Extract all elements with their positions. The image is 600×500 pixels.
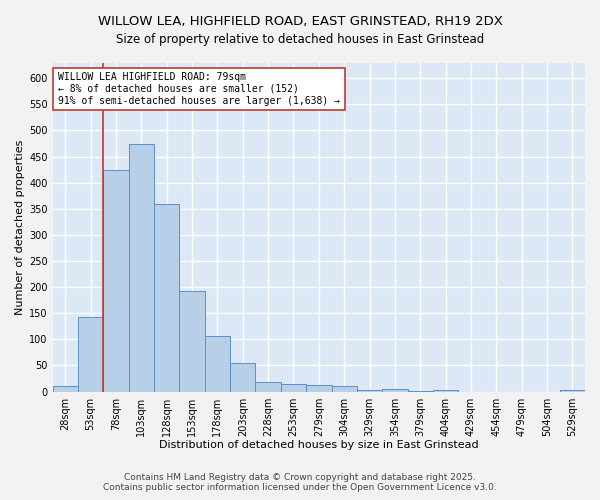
Bar [332, 386, 357, 392]
Text: WILLOW LEA, HIGHFIELD ROAD, EAST GRINSTEAD, RH19 2DX: WILLOW LEA, HIGHFIELD ROAD, EAST GRINSTE… [98, 15, 502, 28]
Bar [78, 317, 103, 392]
Bar [230, 364, 256, 392]
Bar [407, 391, 433, 392]
Bar [129, 144, 154, 392]
X-axis label: Distribution of detached houses by size in East Grinstead: Distribution of detached houses by size … [159, 440, 479, 450]
Bar [179, 291, 205, 392]
Bar [382, 389, 407, 392]
Y-axis label: Number of detached properties: Number of detached properties [15, 140, 25, 314]
Text: Size of property relative to detached houses in East Grinstead: Size of property relative to detached ho… [116, 32, 484, 46]
Text: WILLOW LEA HIGHFIELD ROAD: 79sqm
← 8% of detached houses are smaller (152)
91% o: WILLOW LEA HIGHFIELD ROAD: 79sqm ← 8% of… [58, 72, 340, 106]
Bar [357, 390, 382, 392]
Bar [154, 204, 179, 392]
Text: Contains HM Land Registry data © Crown copyright and database right 2025.
Contai: Contains HM Land Registry data © Crown c… [103, 473, 497, 492]
Bar [256, 382, 281, 392]
Bar [103, 170, 129, 392]
Bar [560, 390, 585, 392]
Bar [281, 384, 306, 392]
Bar [53, 386, 78, 392]
Bar [433, 390, 458, 392]
Bar [306, 385, 332, 392]
Bar [205, 336, 230, 392]
